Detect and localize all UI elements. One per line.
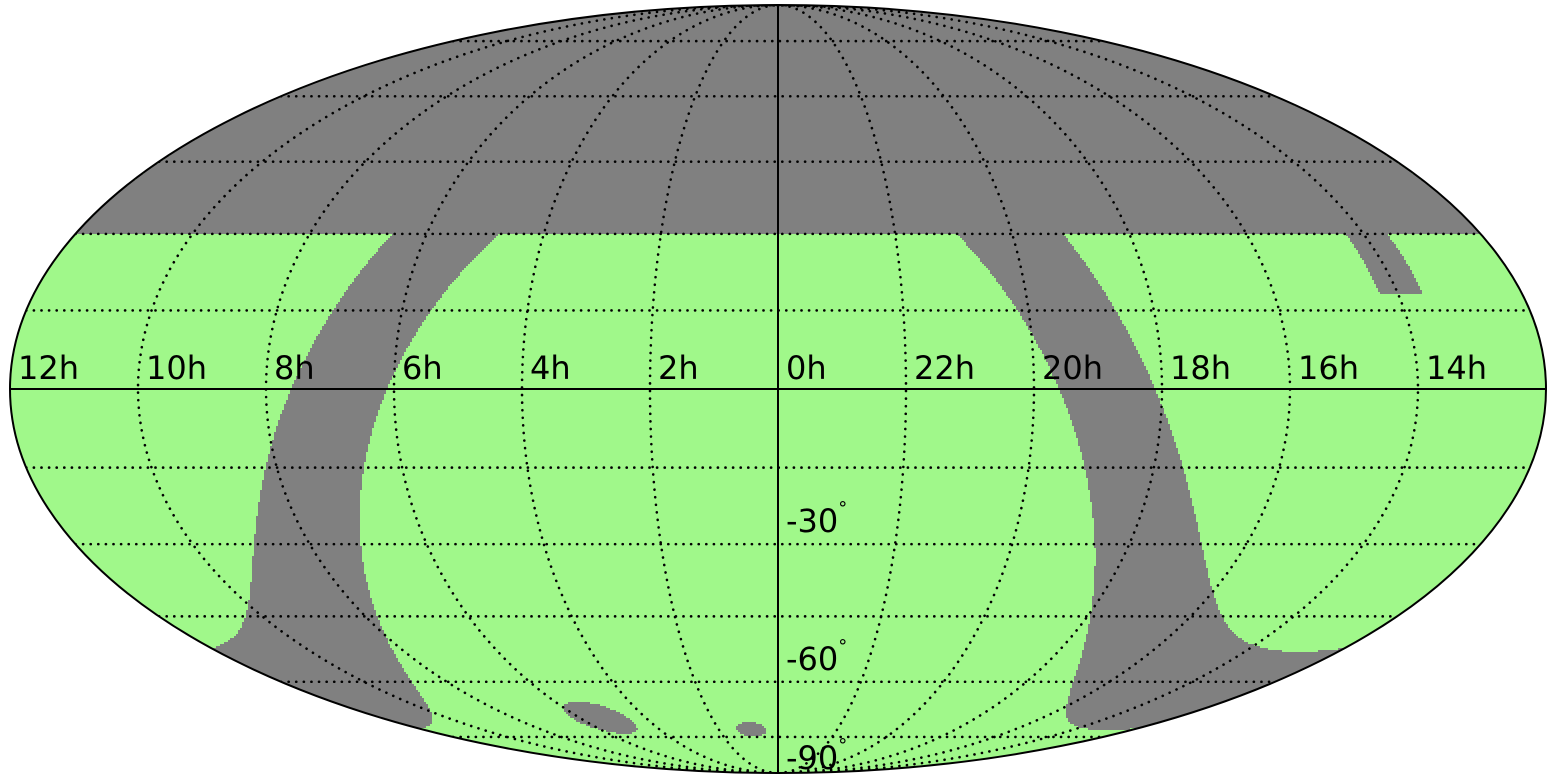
meridian-line <box>392 5 780 773</box>
ra-label: 10h <box>146 349 207 387</box>
ra-label: 12h <box>18 349 79 387</box>
meridian-line <box>776 5 908 773</box>
ra-label: 22h <box>914 349 975 387</box>
ra-label: 8h <box>274 349 315 387</box>
dec-label: -90° <box>786 735 847 777</box>
degree-symbol: ° <box>838 735 847 756</box>
degree-symbol: ° <box>838 498 847 519</box>
ra-label: 2h <box>658 349 699 387</box>
ra-label: 6h <box>402 349 443 387</box>
ra-label: 4h <box>530 349 571 387</box>
map-axes <box>9 4 1547 774</box>
meridian-line <box>776 5 1036 773</box>
ra-label: 14h <box>1426 349 1487 387</box>
masked-sky-region <box>10 5 1546 736</box>
meridian-line <box>648 5 780 773</box>
ra-label: 18h <box>1170 349 1231 387</box>
meridian-line <box>520 5 780 773</box>
map-outline <box>9 4 1547 774</box>
dec-label: -60° <box>786 636 847 678</box>
ra-label: 0h <box>786 349 827 387</box>
ra-label: 20h <box>1042 349 1103 387</box>
map-labels: 12h 10h 8h 6h 4h 2h 0h 22h 20h 18h 16h 14h -30° -60° -… <box>18 349 1487 777</box>
dec-label: -30° <box>786 498 847 540</box>
degree-symbol: ° <box>838 636 847 657</box>
ra-label: 16h <box>1298 349 1359 387</box>
